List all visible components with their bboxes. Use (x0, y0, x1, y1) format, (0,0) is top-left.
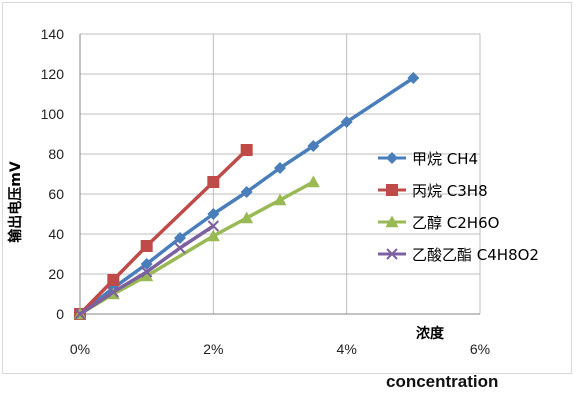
series-layer (73, 72, 420, 320)
data-point (240, 144, 253, 156)
data-point (174, 232, 186, 244)
y-tick-label: 100 (41, 106, 65, 122)
data-point (240, 211, 254, 224)
legend-item: 丙烷 C3H8 (378, 182, 488, 200)
series-3 (74, 220, 220, 320)
legend-item: 乙酸乙酯 C4H8O2 (378, 246, 539, 264)
data-point (207, 208, 220, 220)
y-tick-label: 40 (48, 226, 64, 242)
data-point (207, 176, 220, 188)
x-axis-title: 浓度 (416, 325, 445, 342)
y-tick-labels: 0 20 40 60 80 100 120 140 (41, 26, 65, 322)
x-tick-label: 4% (337, 341, 357, 357)
data-point-stroke (140, 266, 153, 278)
legend: 甲烷 CH4 丙烷 C3H8 乙醇 C2H6O 乙酸乙酯 C4H8O2 (378, 150, 539, 264)
data-point (140, 240, 153, 252)
data-point (407, 72, 420, 84)
legend-item: 乙醇 C2H6O (378, 214, 499, 232)
y-tick-label: 20 (48, 266, 64, 282)
data-point (386, 184, 398, 196)
legend-label: 丙烷 C3H8 (412, 182, 488, 200)
data-point (107, 274, 120, 286)
chart-frame (2, 2, 572, 374)
x-axis-caption: concentration (386, 372, 499, 391)
data-point (207, 220, 220, 232)
data-point (386, 152, 398, 164)
y-axis-title: 输出电压mV (7, 161, 24, 243)
data-point (74, 308, 86, 320)
data-point (206, 229, 220, 242)
legend-item: 甲烷 CH4 (378, 150, 478, 168)
y-tick-label: 140 (41, 26, 65, 42)
x-tick-labels: 0% 2% 4% 6% (70, 341, 490, 357)
data-point (107, 286, 120, 298)
data-point (240, 186, 253, 198)
data-point (273, 193, 287, 206)
legend-label: 乙酸乙酯 C4H8O2 (412, 246, 539, 264)
data-point-stroke (107, 286, 120, 298)
data-point (140, 266, 153, 278)
series-1 (74, 144, 253, 320)
data-point (140, 258, 153, 270)
y-tick-label: 120 (41, 66, 65, 82)
data-point-stroke (74, 308, 86, 320)
x-tick-label: 0% (70, 341, 90, 357)
axes (79, 34, 480, 315)
x-tick-label: 2% (203, 341, 223, 357)
data-point (306, 175, 320, 188)
data-point (140, 269, 154, 282)
data-point (340, 116, 353, 128)
data-point-stroke (386, 248, 398, 260)
series-line (79, 224, 215, 316)
data-point (385, 215, 399, 228)
x-tick-label: 6% (470, 341, 490, 357)
y-tick-label: 60 (48, 186, 64, 202)
y-tick-label: 0 (56, 306, 64, 322)
data-point (274, 162, 286, 174)
data-point-stroke (207, 220, 220, 232)
legend-label: 乙醇 C2H6O (412, 214, 499, 232)
data-point (174, 242, 186, 254)
series-line (78, 76, 415, 316)
legend-label: 甲烷 CH4 (412, 150, 478, 168)
data-point (386, 248, 398, 260)
data-point-stroke (174, 242, 186, 254)
y-tick-label: 80 (48, 146, 64, 162)
data-point (307, 140, 320, 152)
